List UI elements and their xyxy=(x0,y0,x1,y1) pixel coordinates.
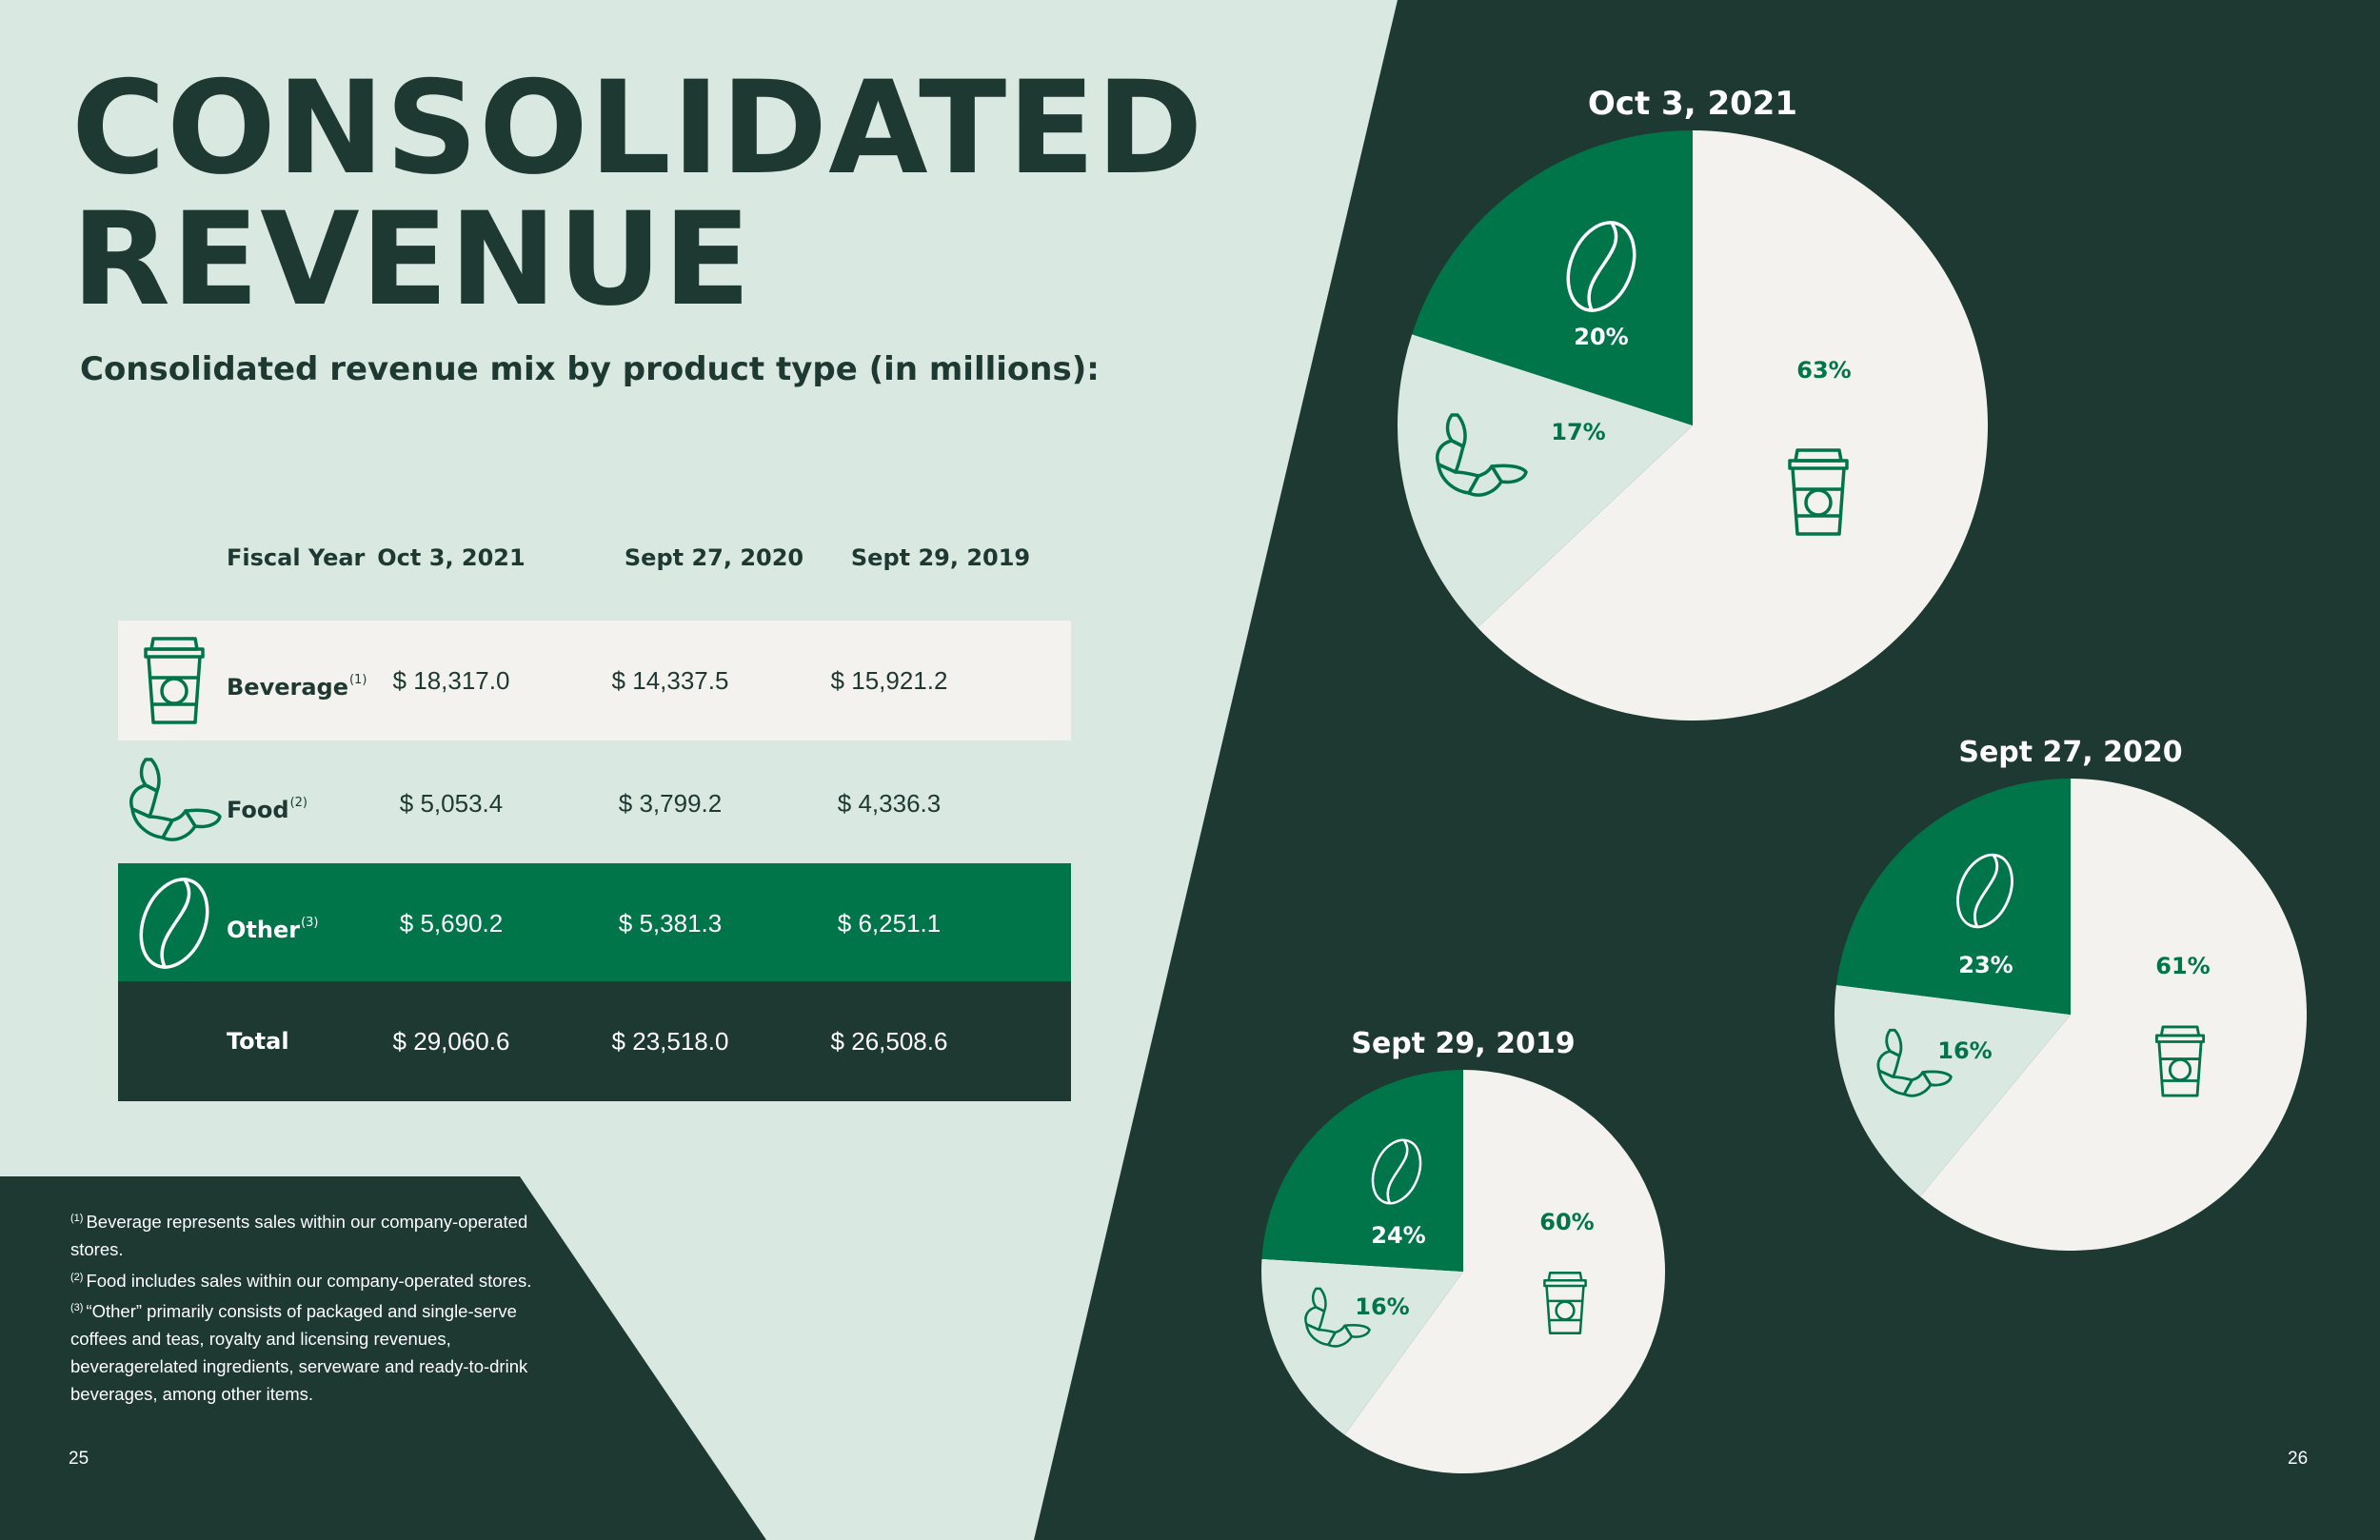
pie-slice-label: 24% xyxy=(1371,1222,1425,1249)
page-title-line-1: CONSOLIDATED xyxy=(71,53,1204,203)
pie-slice xyxy=(1835,984,2071,1197)
footnotes: (1) Beverage represents sales within our … xyxy=(70,1205,565,1409)
pie-slice-label: 60% xyxy=(1539,1209,1594,1235)
pie-slice xyxy=(1412,130,1693,425)
pie-slice xyxy=(1919,779,2307,1251)
table-row-beverage: Beverage(1) $ 18,317.0 $ 14,337.5 $ 15,9… xyxy=(118,621,1071,740)
row-label: Other(3) xyxy=(227,916,319,943)
page-title: CONSOLIDATED REVENUE xyxy=(71,63,1204,326)
pie-slice-label: 17% xyxy=(1551,419,1605,445)
pie-slice xyxy=(1344,1070,1666,1473)
pie-slice-label: 16% xyxy=(1355,1293,1409,1320)
pie-chart-title: Oct 3, 2021 xyxy=(1588,85,1797,123)
row-label: Total xyxy=(227,1028,289,1055)
pie-chart: 63% 17% 20% Oct 3, 2021 xyxy=(1397,85,1988,721)
page-title-line-2: REVENUE xyxy=(71,185,752,334)
pie-slice xyxy=(1261,1258,1463,1435)
pie-slice xyxy=(1835,779,2071,1015)
table-row-food: Food(2) $ 5,053.4 $ 3,799.2 $ 4,336.3 xyxy=(118,743,1071,863)
header-fiscal-year: Fiscal Year xyxy=(227,544,366,571)
page-subtitle: Consolidated revenue mix by product type… xyxy=(80,350,1100,388)
pie-slice-label: 63% xyxy=(1796,357,1851,384)
pie-chart-title: Sept 29, 2019 xyxy=(1351,1027,1575,1060)
footnote-1: (1) Beverage represents sales within our … xyxy=(70,1212,528,1259)
pie-slice xyxy=(1397,334,1693,628)
pie-slice-label: 20% xyxy=(1574,324,1628,350)
row-label: Food(2) xyxy=(227,796,307,823)
footnote-panel-background xyxy=(0,1176,766,1540)
page-number-left: 25 xyxy=(69,1449,89,1469)
pie-slice-label: 16% xyxy=(1937,1037,1992,1064)
pie-chart-title: Sept 27, 2020 xyxy=(1958,736,2182,769)
pie-chart: 60% 16% 24% Sept 29, 2019 xyxy=(1261,1027,1666,1473)
table-row-total: Total $ 29,060.6 $ 23,518.0 $ 26,508.6 xyxy=(118,981,1071,1101)
page-number-right: 26 xyxy=(2288,1449,2309,1469)
pie-slice-label: 23% xyxy=(1958,952,2013,978)
pie-slice xyxy=(1478,130,1988,721)
pie-slice xyxy=(1261,1070,1463,1272)
footnote-2: (2) Food includes sales within our compan… xyxy=(70,1270,532,1291)
pie-chart: 61% 16% 23% Sept 27, 2020 xyxy=(1835,736,2307,1251)
footnote-3: (3) “Other” primarily consists of package… xyxy=(70,1301,528,1404)
pie-slice-label: 61% xyxy=(2155,953,2210,979)
row-label: Beverage(1) xyxy=(227,673,367,701)
table-row-other: Other(3) $ 5,690.2 $ 5,381.3 $ 6,251.1 xyxy=(118,863,1071,983)
